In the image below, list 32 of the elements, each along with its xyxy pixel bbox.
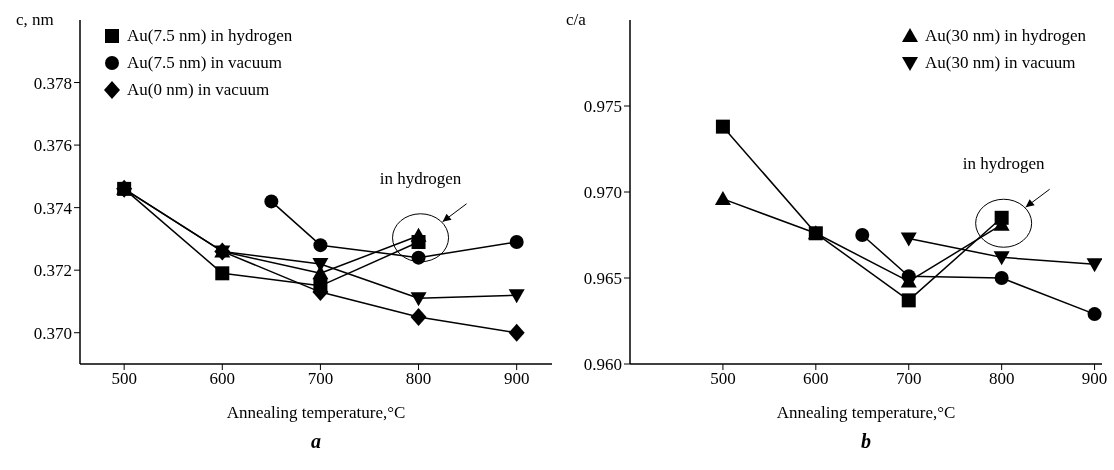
x-tick-label: 800 [988, 369, 1015, 389]
annotation: in hydrogen [962, 154, 1045, 174]
y-tick-label: 0.970 [583, 183, 622, 203]
y-tick-label: 0.965 [583, 269, 622, 289]
y-tick-label: 0.372 [33, 261, 72, 281]
y-tick-label: 0.960 [583, 355, 622, 375]
y-tick-label: 0.975 [583, 97, 622, 117]
x-tick-label: 500 [111, 369, 137, 389]
x-tick-label: 500 [710, 369, 736, 389]
x-tick-label: 900 [503, 369, 530, 389]
legend-label: Au(30 nm) in hydrogen [924, 25, 1086, 47]
x-tick-label: 700 [307, 369, 334, 389]
text: b [860, 430, 872, 453]
x-tick-label: 900 [1081, 369, 1108, 389]
y-tick-label: 0.378 [33, 73, 72, 93]
x-tick-label: 800 [405, 369, 432, 389]
x-axis-title: Annealing temperature,°C [225, 402, 407, 424]
x-tick-label: 600 [803, 369, 829, 389]
x-tick-label: 600 [209, 369, 236, 389]
legend-label: Au(30 nm) in vacuum [924, 52, 1076, 74]
y-axis-title: c/a [566, 10, 586, 30]
annotation: in hydrogen [379, 168, 462, 188]
text: a [310, 430, 322, 453]
x-tick-label: 700 [895, 369, 922, 389]
legend-label: Au(7.5 nm) in hydrogen [127, 25, 293, 47]
y-axis-title: c, nm [16, 10, 54, 30]
x-axis-title: Annealing temperature,°C [775, 402, 957, 424]
legend-label: Au(7.5 nm) in vacuum [127, 52, 282, 74]
legend-label: Au(0 nm) in vacuum [127, 79, 270, 101]
y-tick-label: 0.374 [33, 198, 73, 218]
y-tick-label: 0.370 [33, 323, 72, 343]
y-tick-label: 0.376 [33, 136, 72, 156]
